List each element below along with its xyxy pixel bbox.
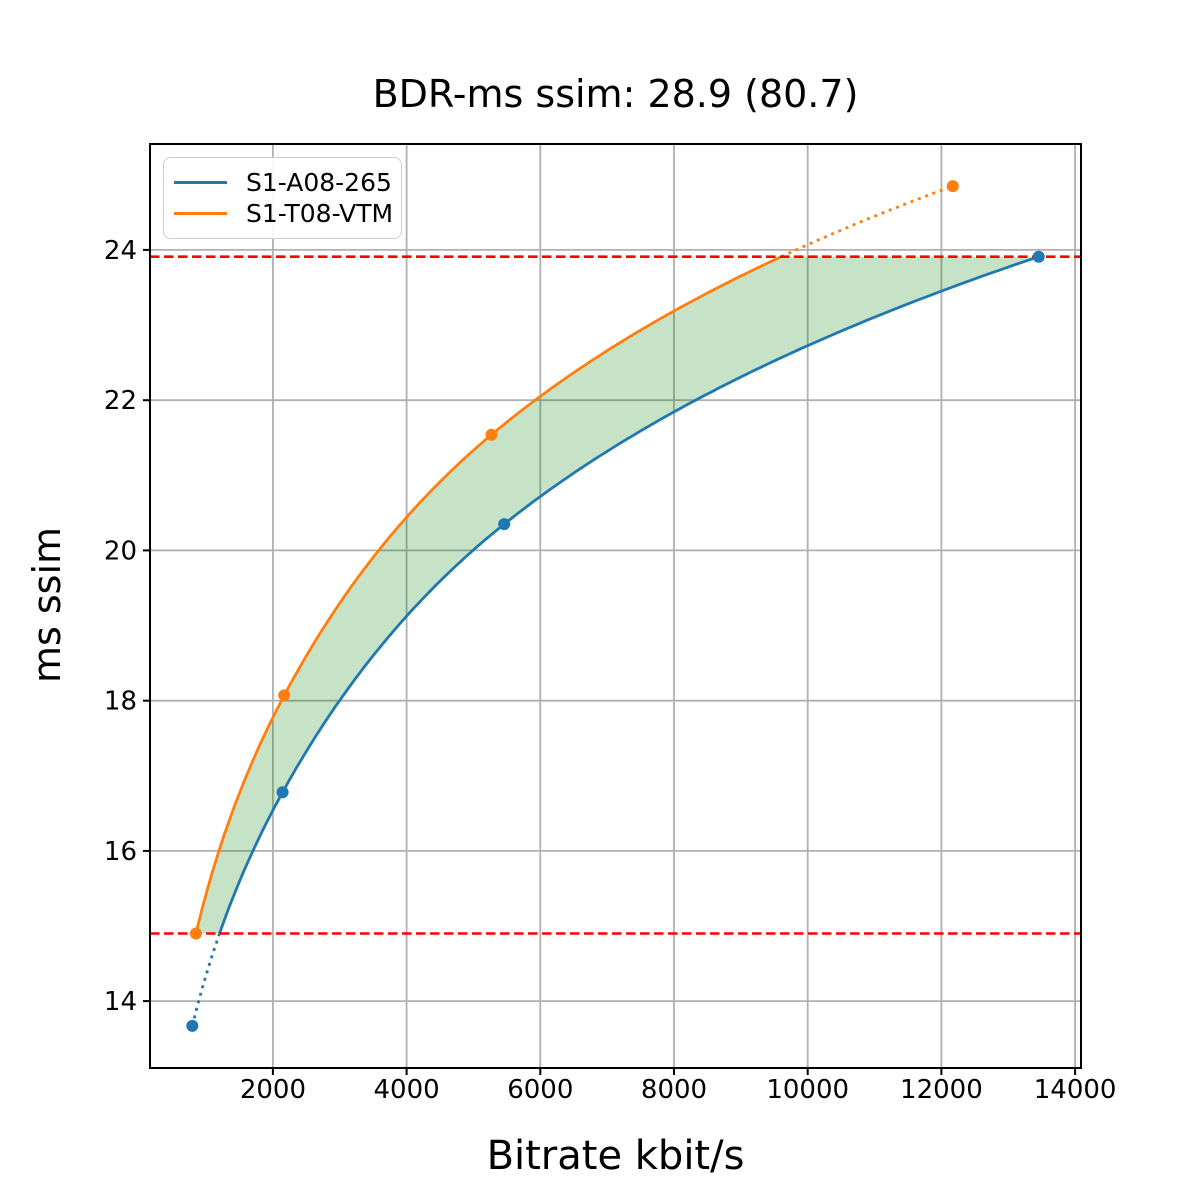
legend-item-s1-t08-vtm: S1-T08-VTM: [174, 198, 401, 229]
marker-S1-T08-VTM-0: [190, 927, 202, 940]
marker-S1-A08-265-0: [186, 1019, 199, 1032]
tick-label-y-20: 20: [104, 536, 137, 566]
legend-item-s1-a08-265: S1-A08-265: [174, 167, 401, 198]
tick-label-x-4000: 4000: [374, 1075, 440, 1105]
marker-S1-A08-265-2: [498, 518, 511, 531]
chart-title: BDR-ms ssim: 28.9 (80.7): [372, 72, 859, 116]
tick-label-x-14000: 14000: [1034, 1075, 1117, 1105]
tick-label-y-18: 18: [104, 687, 137, 717]
tick-label-y-16: 16: [104, 837, 137, 867]
legend-label: S1-T08-VTM: [246, 199, 394, 228]
marker-S1-A08-265-1: [276, 786, 289, 799]
rd-curve-S1-A08-265-solid: [218, 255, 1040, 934]
tick-label-x-6000: 6000: [507, 1075, 573, 1105]
tick-label-x-12000: 12000: [900, 1075, 983, 1105]
marker-S1-T08-VTM-3: [946, 180, 959, 193]
plot-border: [149, 143, 1082, 1069]
legend-label: S1-A08-265: [246, 168, 392, 197]
overlap-area: [196, 256, 1039, 934]
rd-curve-S1-T08-VTM-dotted-high: [780, 184, 954, 258]
tick-label-y-24: 24: [104, 236, 137, 266]
legend-line-swatch-blue: [174, 181, 227, 184]
legend: S1-A08-265 S1-T08-VTM: [163, 157, 402, 239]
tick-label-y-22: 22: [104, 386, 137, 416]
y-axis-label: ms ssim: [25, 526, 69, 684]
rd-curve-S1-T08-VTM-solid: [194, 255, 782, 934]
rd-curve-S1-A08-265-dotted-low: [190, 933, 221, 1027]
marker-S1-T08-VTM-1: [278, 689, 291, 702]
marker-S1-A08-265-3: [1032, 250, 1045, 263]
tick-label-x-2000: 2000: [240, 1075, 306, 1105]
tick-label-y-14: 14: [104, 987, 137, 1017]
marker-S1-T08-VTM-2: [485, 428, 498, 441]
legend-line-swatch-orange: [174, 212, 227, 215]
tick-label-x-8000: 8000: [641, 1075, 707, 1105]
tick-label-x-10000: 10000: [766, 1075, 849, 1105]
x-axis-label: Bitrate kbit/s: [486, 1133, 745, 1179]
